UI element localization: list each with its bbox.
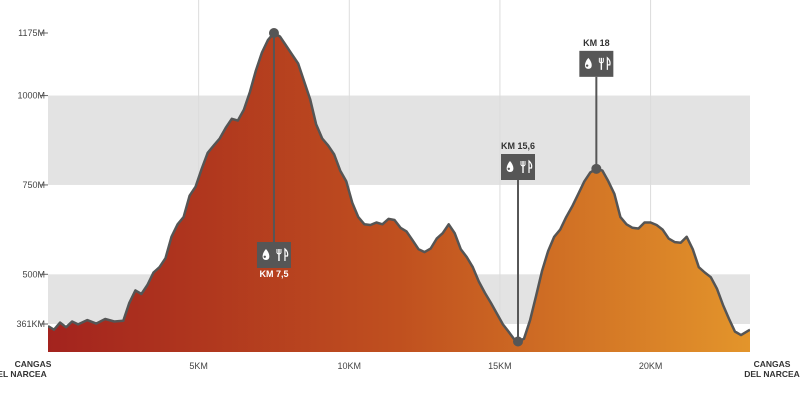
x-tick-label-0: 5KM [189,361,208,371]
waypoint-label: KM 7,5 [259,269,288,279]
waypoint-markers: KM 7,5 KM 15,6 KM 18 [256,28,614,347]
band-1 [48,95,750,185]
waypoint-dot [513,336,524,347]
y-tick-label-4: 1175M [18,28,45,38]
y-tick-label-0: 361KM [16,319,45,329]
water-icon [506,161,514,172]
elevation-area-layer [48,31,750,352]
end-label-line2: DEL NARCEA [744,369,800,379]
y-tick-label-3: 1000M [17,91,45,101]
waypoint-0: KM 7,5 [256,28,291,279]
waypoint-label: KM 15,6 [501,141,535,151]
x-tick-label-3: 20KM [639,361,663,371]
waypoint-dot [591,163,602,174]
waypoint-1: KM 15,6 [501,141,535,347]
x-tick-label-1: 10KM [338,361,362,371]
cutlery-icon [598,56,611,70]
cutlery-icon [276,247,289,261]
end-label-line1: CANGAS [754,359,791,369]
water-icon [262,249,270,260]
water-icon [584,57,592,69]
start-label-line2: EL NARCEA [0,369,47,379]
y-tick-label-1: 500M [22,269,45,279]
cutlery-icon [520,159,533,173]
elevation-area [48,33,750,352]
waypoint-dot [268,28,279,38]
waypoint-2: KM 18 [579,38,614,174]
y-tick-label-2: 750M [22,180,45,190]
service-icon-box [256,242,291,268]
x-tick-label-2: 15KM [488,361,512,371]
waypoint-label: KM 18 [583,38,610,48]
y-axis-labels: 361KM 500M 750M 1000M 1175M [16,28,48,329]
service-icon-box [501,154,536,180]
start-label-line1: CANGAS [15,359,52,369]
service-icon-box [579,50,614,77]
elevation-line [48,31,750,343]
